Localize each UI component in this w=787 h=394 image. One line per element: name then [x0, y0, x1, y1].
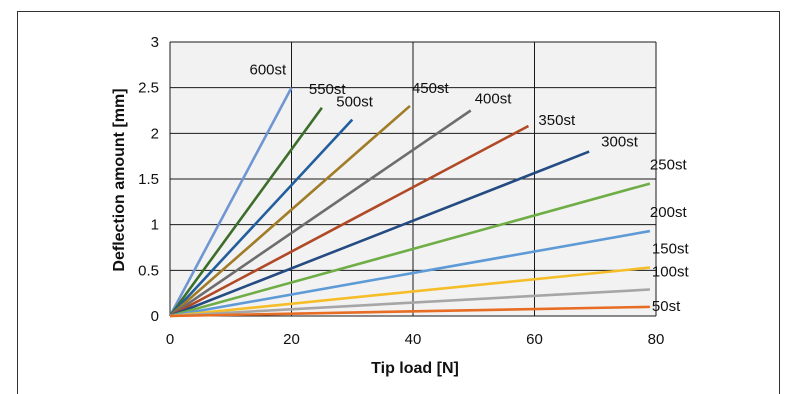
series-line-200st	[169, 229, 651, 318]
series-line-400st	[169, 109, 472, 318]
series-label-250st: 250st	[650, 157, 688, 174]
series-label-150st: 150st	[652, 241, 690, 258]
series-label-400st: 400st	[475, 91, 513, 108]
series-label-600st: 600st	[250, 62, 288, 79]
series-label-100st: 100st	[652, 264, 690, 281]
series-line-550st	[168, 106, 323, 317]
x-tick-label: 20	[283, 331, 300, 348]
series-line-250st	[169, 182, 651, 318]
series-line-300st	[169, 150, 590, 318]
series-label-450st: 450st	[412, 80, 450, 97]
y-axis-title: Deflection amount [mm]	[111, 88, 128, 271]
x-tick-label: 40	[405, 331, 422, 348]
series-line-100st	[169, 288, 650, 318]
x-axis-title: Tip load [N]	[371, 360, 459, 377]
chart-frame	[17, 11, 780, 394]
x-tick-labels: 0 20 40 60 80	[166, 331, 665, 348]
y-tick-label: 1	[151, 217, 159, 234]
y-tick-label: 3	[151, 34, 159, 51]
series-line-500st	[169, 118, 354, 317]
series-line-350st	[169, 124, 530, 318]
series-label-550st: 550st	[309, 81, 347, 98]
series-line-50st	[169, 305, 650, 318]
y-tick-label: 2	[151, 125, 159, 142]
series-lines	[168, 87, 651, 318]
x-tick-label: 60	[526, 331, 543, 348]
y-tick-labels: 0 0.5 1 1.5 2 2.5 3	[138, 34, 159, 325]
x-tick-label: 0	[166, 331, 174, 348]
y-tick-label: 1.5	[138, 171, 159, 188]
series-label-500st: 500st	[336, 94, 374, 111]
x-tick-label: 80	[648, 331, 665, 348]
y-tick-label: 0.5	[138, 262, 159, 279]
y-tick-label: 2.5	[138, 80, 159, 97]
series-label-50st: 50st	[652, 298, 681, 315]
series-label-200st: 200st	[650, 204, 688, 221]
series-line-600st	[168, 87, 293, 317]
series-line-450st	[169, 104, 411, 317]
y-tick-label: 0	[151, 308, 159, 325]
series-label-300st: 300st	[601, 134, 639, 151]
series-label-350st: 350st	[538, 112, 576, 129]
series-line-150st	[169, 266, 651, 318]
